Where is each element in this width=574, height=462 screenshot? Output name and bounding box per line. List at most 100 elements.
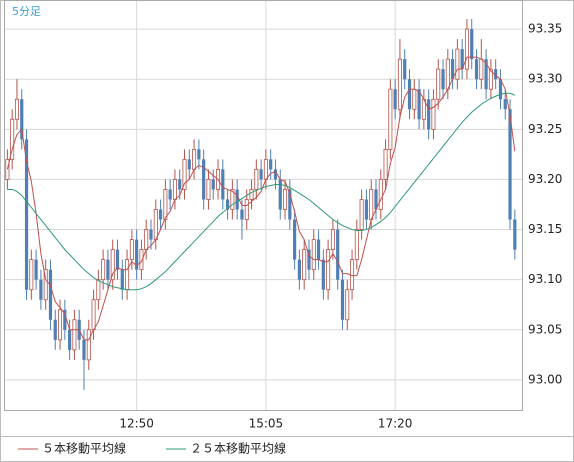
candle-body: [86, 329, 91, 361]
candle-body: [14, 98, 19, 120]
candle-body: [240, 209, 244, 220]
candle-body: [297, 259, 302, 280]
candle-body: [63, 309, 67, 330]
candle-body: [479, 58, 484, 80]
candle-body: [58, 309, 63, 341]
candle-body: [359, 199, 364, 230]
candle-body: [383, 148, 388, 180]
candle-body: [225, 199, 230, 210]
candle-body: [259, 169, 263, 180]
y-tick-label: 93.10: [528, 272, 562, 286]
x-tick-label: 17:20: [378, 417, 413, 431]
candle-body: [263, 158, 268, 180]
candle-body: [139, 249, 144, 271]
candle-body: [340, 279, 345, 320]
candle-body: [182, 158, 187, 190]
y-tick-label: 93.00: [528, 372, 562, 386]
candle-body: [115, 249, 120, 270]
candle-body: [470, 29, 474, 60]
candle-body: [48, 269, 53, 320]
candle-body: [153, 209, 158, 240]
candle-body: [158, 209, 163, 220]
candle-body: [197, 149, 201, 160]
candle-body: [106, 259, 110, 280]
candle-body: [249, 189, 254, 200]
candle-body: [149, 229, 153, 240]
candle-body: [460, 49, 464, 70]
candle-body: [24, 139, 29, 290]
candle-body: [427, 99, 431, 130]
candle-body: [316, 239, 321, 260]
candle-body: [254, 169, 259, 190]
candle-body: [321, 259, 325, 290]
candle-body: [202, 159, 206, 200]
candle-body: [135, 239, 139, 270]
candle-body: [336, 229, 340, 280]
candle-body: [388, 88, 393, 150]
candle-body: [101, 259, 106, 281]
y-tick-label: 93.35: [528, 22, 562, 36]
candle-body: [494, 69, 498, 80]
candle-body: [20, 99, 24, 140]
candle-body: [330, 229, 335, 251]
candle-body: [278, 179, 282, 210]
ma-line: [6, 56, 516, 341]
y-tick-label: 93.30: [528, 72, 562, 86]
candle-body: [364, 199, 369, 220]
candle-body: [302, 249, 307, 281]
candle-body: [407, 79, 412, 110]
candle-body: [436, 68, 441, 100]
candle-body: [311, 239, 316, 271]
candle-body: [178, 179, 182, 190]
candle-body: [374, 189, 378, 210]
candle-body: [43, 269, 48, 301]
candle-body: [288, 189, 292, 220]
candle-body: [5, 158, 10, 180]
candle-body: [397, 58, 402, 110]
y-tick-label: 93.15: [528, 222, 562, 236]
candle-body: [412, 88, 417, 110]
legend-label: ５本移動平均線: [42, 441, 126, 456]
candle-body: [431, 98, 436, 130]
candle-body: [345, 289, 350, 321]
candle-body: [34, 259, 38, 280]
ma-line: [7, 92, 516, 291]
candle-body: [172, 179, 177, 200]
candle-body: [244, 199, 249, 220]
candle-body: [235, 189, 239, 210]
candle-body: [187, 159, 191, 170]
candle-body: [211, 179, 215, 190]
candle-body: [393, 89, 397, 110]
candle-body: [68, 329, 72, 350]
candle-body: [91, 299, 96, 331]
candle-body: [513, 219, 517, 250]
candle-body: [378, 179, 383, 210]
candle-body: [53, 319, 57, 340]
candle-body: [326, 249, 331, 291]
candle-body: [144, 229, 149, 251]
candle-body: [307, 249, 311, 270]
x-tick-label: 15:05: [249, 417, 284, 431]
x-tick-label: 12:50: [119, 417, 154, 431]
candle-body: [369, 189, 374, 220]
candle-body: [503, 99, 507, 110]
candle-body: [354, 229, 359, 261]
candle-body: [273, 169, 278, 180]
candle-body: [508, 109, 512, 220]
candle-body: [221, 169, 225, 200]
candle-body: [110, 249, 115, 281]
candle-body: [488, 68, 493, 90]
candle-body: [484, 59, 488, 90]
candle-body: [129, 239, 134, 261]
candle-body: [206, 179, 211, 200]
chart-title: 5分足: [12, 5, 41, 18]
candle-body: [39, 279, 43, 300]
candle-body: [10, 118, 15, 160]
candle-body: [450, 59, 455, 80]
candle-body: [82, 339, 86, 360]
candle-body: [192, 148, 197, 170]
candle-body: [417, 89, 421, 120]
candle-body: [269, 159, 273, 170]
candle-body: [120, 269, 124, 290]
candle-body: [464, 28, 469, 70]
